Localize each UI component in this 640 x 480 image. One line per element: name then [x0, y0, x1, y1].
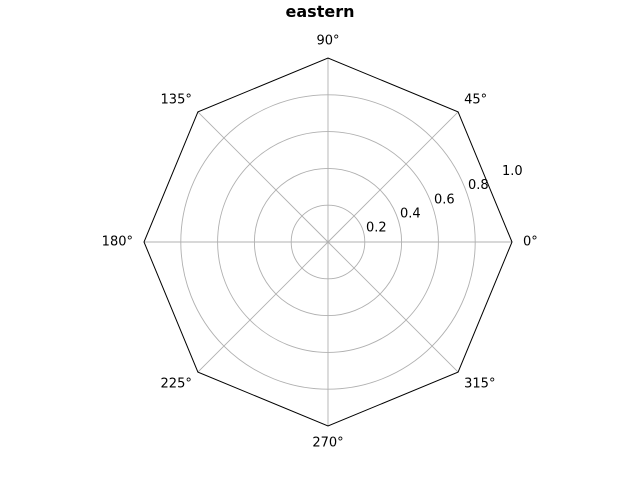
- polar-frame: [143, 57, 513, 427]
- theta-grid-line-3: [197, 111, 329, 243]
- theta-tick-label-5: 225°: [161, 377, 192, 392]
- theta-tick-label-7: 315°: [464, 377, 495, 392]
- r-tick-label-0: 0.2: [366, 220, 387, 235]
- theta-tick-label-1: 45°: [464, 92, 487, 107]
- grid-layer: [144, 58, 512, 426]
- theta-tick-label-6: 270°: [312, 436, 343, 451]
- theta-tick-labels: 0° 45° 90° 135° 180° 225° 270° 315°: [102, 34, 538, 451]
- theta-tick-label-2: 90°: [316, 34, 339, 49]
- r-tick-label-1: 0.4: [400, 206, 421, 221]
- r-tick-labels: 0.2 0.4 0.6 0.8 1.0: [366, 164, 523, 235]
- frame-layer: [143, 57, 513, 427]
- theta-grid-line-1: [327, 111, 459, 243]
- theta-grid-line-5: [197, 241, 329, 373]
- theta-tick-label-4: 180°: [102, 235, 133, 250]
- r-tick-label-2: 0.6: [434, 192, 455, 207]
- chart-title: eastern: [286, 2, 355, 21]
- theta-tick-label-3: 135°: [161, 92, 192, 107]
- r-tick-label-4: 1.0: [502, 164, 523, 179]
- theta-grid-line-7: [327, 241, 459, 373]
- r-tick-label-3: 0.8: [468, 178, 489, 193]
- theta-tick-label-0: 0°: [523, 235, 538, 250]
